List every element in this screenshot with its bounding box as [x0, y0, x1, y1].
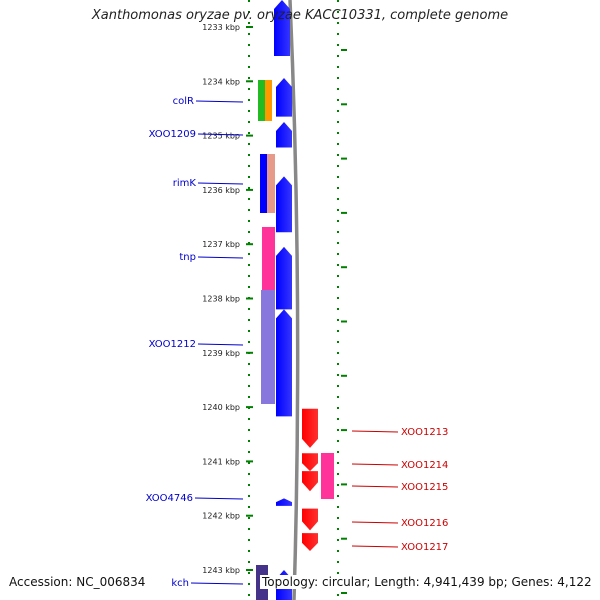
kbp-label: 1242 kbp: [202, 512, 240, 521]
forward-gene-label: XOO1212: [149, 339, 196, 350]
forward-gene-arrow: [276, 246, 292, 310]
reverse-gene-leader: [351, 521, 399, 524]
genome-summary: Topology: circular; Length: 4,941,439 bp…: [260, 575, 594, 589]
category-strip: [262, 227, 275, 290]
kbp-label: 1243 kbp: [202, 566, 240, 575]
forward-gene-leader: [197, 133, 244, 136]
category-strip: [261, 290, 275, 404]
kbp-label: 1236 kbp: [202, 186, 240, 195]
forward-gene-label: tnp: [179, 252, 196, 263]
forward-gene-label: XOO1209: [149, 129, 196, 140]
reverse-gene-label: XOO1214: [401, 460, 448, 471]
forward-gene-leader: [194, 497, 244, 500]
reverse-gene-label: XOO1213: [401, 427, 448, 438]
forward-gene-arrow: [276, 122, 292, 148]
reverse-gene-label: XOO1215: [401, 482, 448, 493]
forward-gene-leader: [195, 100, 244, 103]
reverse-gene-arrow: [302, 471, 318, 492]
category-strip: [265, 80, 272, 121]
reverse-gene-leader: [351, 463, 399, 466]
reverse-gene-leader: [351, 545, 399, 548]
forward-gene-label: kch: [171, 578, 189, 589]
reverse-gene-arrow: [302, 508, 318, 531]
forward-gene-leader: [197, 343, 244, 346]
reverse-gene-label: XOO1216: [401, 518, 448, 529]
forward-gene-arrow: [276, 78, 292, 117]
category-strip: [267, 154, 275, 213]
kbp-label: 1234 kbp: [202, 77, 240, 86]
category-strip: [260, 154, 267, 213]
reverse-gene-arrow: [302, 533, 318, 551]
reverse-gene-leader: [351, 430, 399, 433]
category-strip: [258, 80, 266, 121]
forward-gene-label: colR: [173, 96, 194, 107]
reverse-gene-arrow: [302, 453, 318, 472]
forward-gene-leader: [197, 256, 244, 259]
kbp-label: 1240 kbp: [202, 403, 240, 412]
forward-gene-arrow: [276, 309, 292, 417]
forward-gene-leader: [197, 182, 244, 185]
reverse-gene-arrow: [302, 408, 318, 448]
genome-backbone: [288, 0, 300, 600]
forward-gene-arrow: [274, 0, 290, 56]
forward-gene-label: XOO4746: [146, 493, 193, 504]
forward-gene-arrow: [276, 176, 292, 233]
kbp-label: 1233 kbp: [202, 23, 240, 32]
kbp-label: 1237 kbp: [202, 240, 240, 249]
forward-gene-label: rimK: [173, 178, 197, 189]
kbp-label: 1238 kbp: [202, 295, 240, 304]
kbp-label: 1235 kbp: [202, 132, 240, 141]
category-strip: [321, 453, 334, 499]
accession-label: Accession: NC_006834: [9, 575, 146, 589]
forward-gene-leader: [190, 582, 244, 585]
forward-gene-arrow: [276, 498, 292, 506]
kbp-label: 1241 kbp: [202, 457, 240, 466]
kbp-label: 1239 kbp: [202, 349, 240, 358]
figure-title: Xanthomonas oryzae pv. oryzae KACC10331,…: [91, 8, 509, 23]
reverse-gene-label: XOO1217: [401, 542, 448, 553]
reverse-gene-leader: [351, 485, 399, 488]
